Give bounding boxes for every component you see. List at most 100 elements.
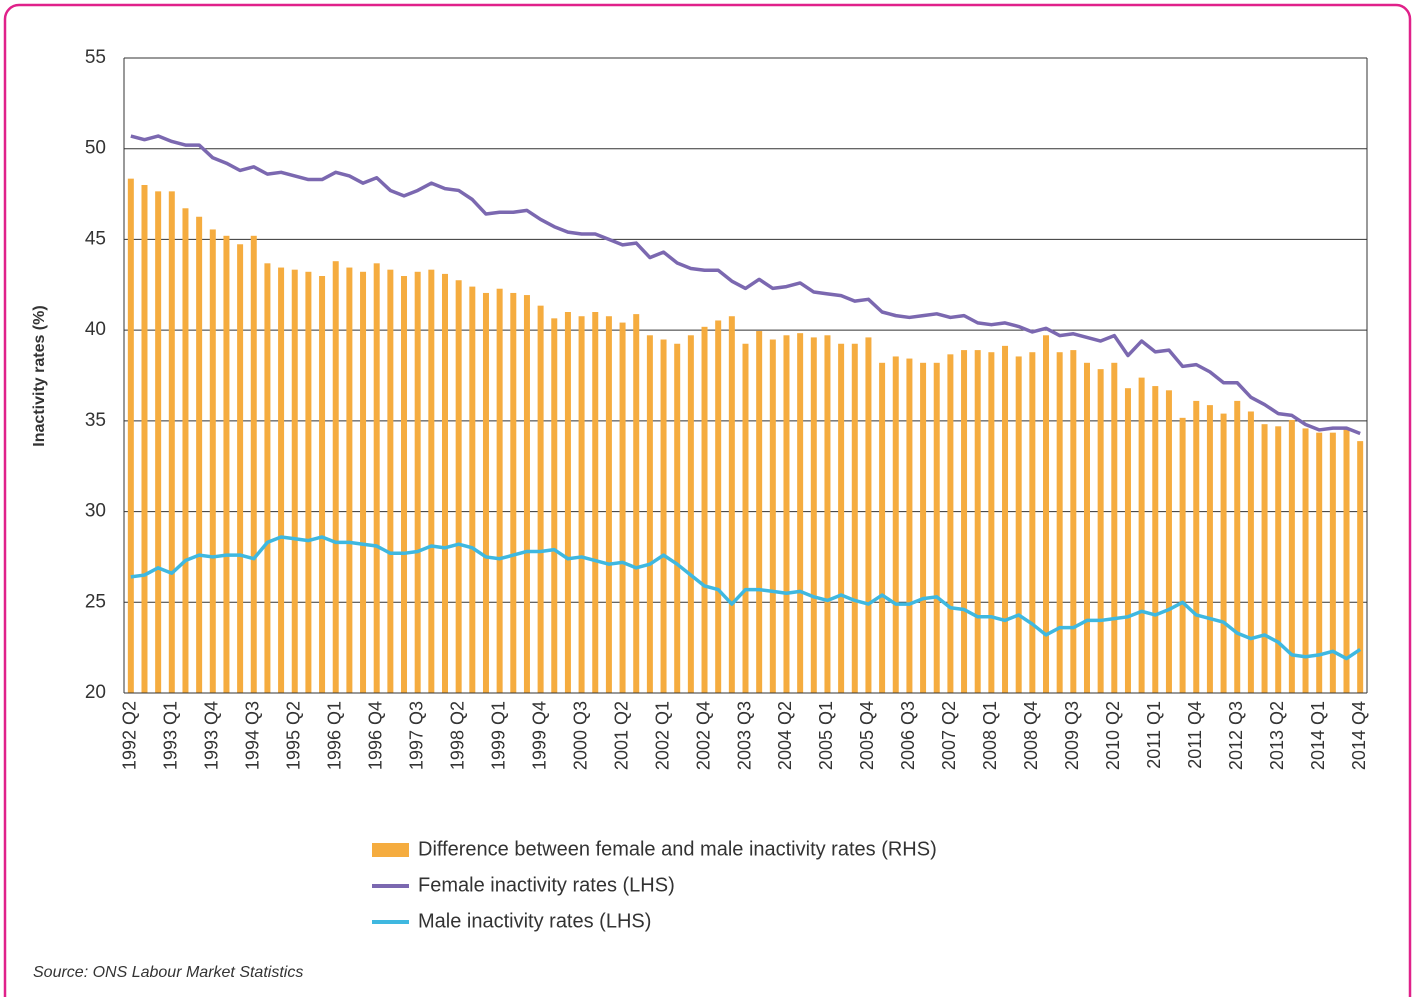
bar [1015,356,1022,693]
bar [1070,350,1077,693]
bar [605,316,612,693]
bar [168,191,175,693]
bar [769,339,776,693]
legend-swatch [372,843,409,857]
bar [1097,369,1104,693]
bar [646,335,653,693]
bar [373,263,380,693]
bar [182,208,189,694]
bar [1302,428,1309,693]
source: Source: ONS Labour Market Statistics [33,964,303,981]
line [130,134,1361,436]
y-tick-label: 35 [85,410,106,431]
bar [1043,335,1050,693]
bar [1343,428,1350,693]
y-tick-label: 25 [85,591,106,612]
x-tick-label: 2007 Q2 [939,701,959,770]
line [130,535,1362,661]
bar [1261,424,1268,693]
x-tick-label: 2012 Q3 [1226,701,1246,770]
x-tick-label: 2001 Q2 [611,701,631,770]
y-tick-label: 20 [85,682,106,703]
bar [1124,388,1131,693]
bar [1002,345,1009,693]
x-tick-label: 1995 Q2 [283,701,303,770]
bar [592,312,599,693]
bar [332,261,339,693]
x-tick-label: 2002 Q1 [652,701,672,770]
bar [250,235,257,694]
bar [209,229,216,693]
bar [1234,400,1241,693]
x-tick-label: 2002 Q4 [693,701,713,770]
x-tick-label: 1993 Q4 [202,701,222,770]
bar [1329,432,1336,693]
x-tick-label: 2014 Q4 [1349,701,1369,770]
bar [1206,405,1213,693]
bar [715,320,722,693]
bar [988,352,995,693]
x-tick-label: 2010 Q2 [1103,701,1123,770]
bar [920,362,927,693]
x-tick-label: 2006 Q3 [898,701,918,770]
bar [633,314,640,693]
legend-label: Female inactivity rates (LHS) [418,874,675,896]
bar [291,269,298,693]
bar [824,335,831,693]
x-tick-label: 1993 Q1 [161,701,181,770]
bar [387,269,394,693]
bar [865,337,872,693]
bar [141,185,148,693]
bar [537,305,544,693]
bar [1083,362,1090,693]
x-tick-label: 1999 Q1 [488,701,508,770]
y-tick-label: 55 [85,47,106,68]
bar [346,267,353,693]
x-tick-label: 1999 Q4 [529,701,549,770]
bar [264,263,271,693]
bar [401,276,408,693]
bar [1165,390,1172,693]
bar [441,273,448,693]
bar [933,362,940,693]
bar [428,269,435,693]
bar [414,271,421,693]
bar [1247,411,1254,693]
bar [482,292,489,693]
x-tick-label: 1994 Q3 [243,701,263,770]
bar [578,316,585,693]
bar [1029,352,1036,693]
bar [1179,417,1186,693]
x-tick-label: 1992 Q2 [120,701,140,770]
bar [974,350,981,693]
bar [728,316,735,693]
x-tick-label: 2008 Q4 [1021,701,1041,770]
frame [3,3,1412,1002]
x-tick-label: 1998 Q2 [447,701,467,770]
y-axis-label: Inactivity rates (%) [31,305,48,446]
x-tick-label: 2004 Q2 [775,701,795,770]
bar [961,350,968,693]
x-tick-label: 2011 Q4 [1185,701,1205,769]
bar [1288,419,1295,693]
bar [838,343,845,693]
x-tick-label: 2011 Q1 [1144,701,1164,769]
bar [1138,377,1145,693]
bar [783,335,790,693]
bar [797,333,804,693]
x-tick-label: 2008 Q1 [980,701,1000,770]
x-tick-label: 2000 Q3 [570,701,590,770]
bar [1357,441,1364,693]
x-tick-label: 2005 Q4 [857,701,877,770]
bar [1056,352,1063,693]
bar [674,343,681,693]
bar [1220,413,1227,693]
bar [360,271,367,693]
x-tick-label: 2003 Q3 [734,701,754,770]
bar [892,356,899,693]
bar [1316,432,1323,693]
bar [564,312,571,693]
x-tick-label: 1996 Q4 [365,701,385,770]
legend-label: Difference between female and male inact… [418,838,937,860]
